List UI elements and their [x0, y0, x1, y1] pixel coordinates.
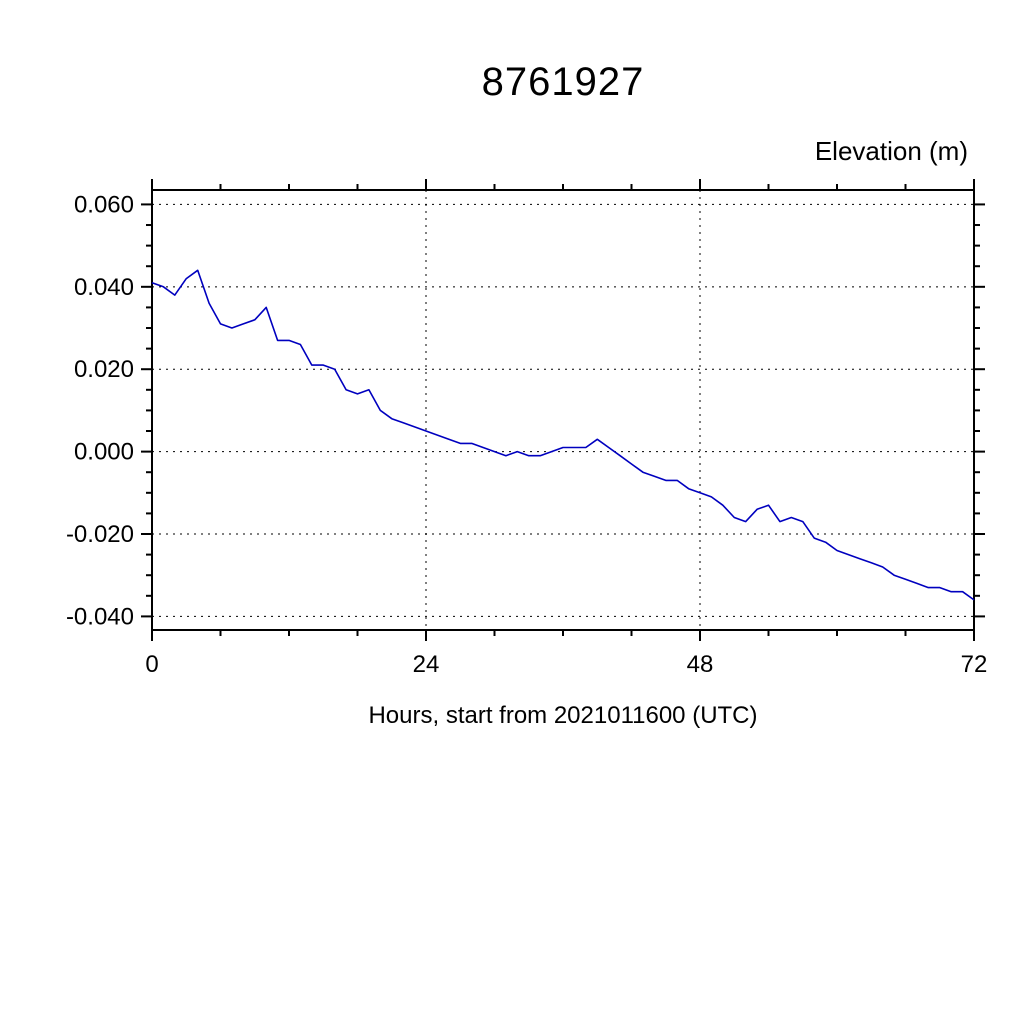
y-tick-label: 0.020 [74, 356, 134, 383]
x-tick-label: 72 [961, 651, 988, 678]
x-tick-label: 48 [687, 651, 714, 678]
axis-box [151, 189, 975, 631]
tick-marks [141, 179, 985, 641]
chart-title: 8761927 [481, 60, 645, 104]
tick-labels: 0 24 48 72 -0.040 -0.020 0.000 0.020 0.040 0.060 [66, 191, 987, 678]
y-tick-label: -0.040 [66, 603, 134, 630]
y-tick-label: 0.000 [74, 439, 134, 466]
y-axis-unit-label: Elevation (m) [814, 136, 968, 166]
y-tick-label: 0.060 [74, 191, 134, 218]
gridlines [152, 190, 974, 630]
y-tick-label: -0.020 [66, 521, 134, 548]
x-tick-label: 0 [145, 651, 158, 678]
x-axis-label: Hours, start from 2021011600 (UTC) [368, 702, 758, 729]
y-tick-label: 0.040 [74, 274, 134, 301]
elevation-series-line [151, 269, 975, 601]
x-tick-label: 24 [413, 651, 440, 678]
